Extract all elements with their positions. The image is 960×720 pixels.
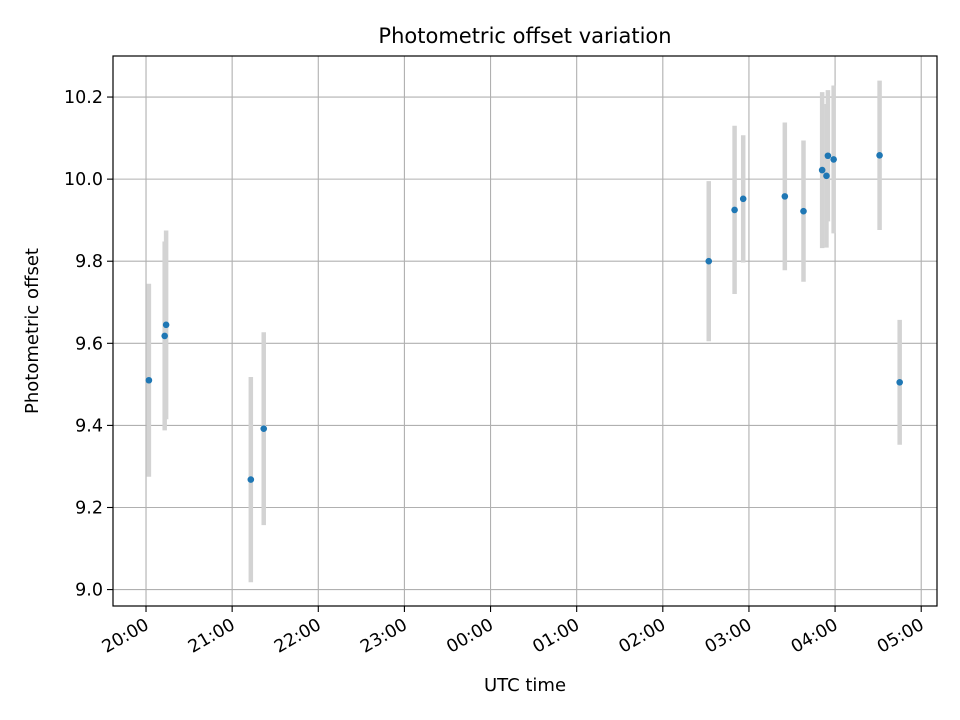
chart-title: Photometric offset variation xyxy=(378,24,671,48)
plot-frame xyxy=(112,55,938,607)
y-axis-label: Photometric offset xyxy=(22,248,43,414)
y-tick-label: 9.8 xyxy=(75,252,103,272)
y-tick-label: 10.0 xyxy=(64,170,103,190)
data-point xyxy=(247,476,255,483)
data-point xyxy=(739,195,747,203)
data-point xyxy=(823,172,830,180)
y-tick-label: 9.4 xyxy=(75,416,103,436)
data-point xyxy=(824,152,832,160)
data-point xyxy=(781,193,789,200)
data-point xyxy=(162,321,170,329)
y-axis-ticks: 9.0 9.2 9.4 9.6 9.8 10.0 10.2 xyxy=(64,88,113,601)
data-point xyxy=(876,152,883,159)
data-point xyxy=(161,332,168,340)
data-point xyxy=(830,156,837,163)
x-axis-label: UTC time xyxy=(484,675,566,696)
data-point xyxy=(145,376,153,384)
data-point xyxy=(705,257,713,265)
y-tick-label: 10.2 xyxy=(64,88,103,108)
data-point xyxy=(818,166,826,174)
y-tick-label: 9.2 xyxy=(75,498,103,518)
data-points xyxy=(145,152,903,483)
data-point xyxy=(800,207,807,215)
data-point xyxy=(260,425,268,432)
y-tick-label: 9.0 xyxy=(75,581,103,601)
y-tick-label: 9.6 xyxy=(75,334,103,354)
data-point xyxy=(896,379,903,386)
data-point xyxy=(731,206,738,214)
